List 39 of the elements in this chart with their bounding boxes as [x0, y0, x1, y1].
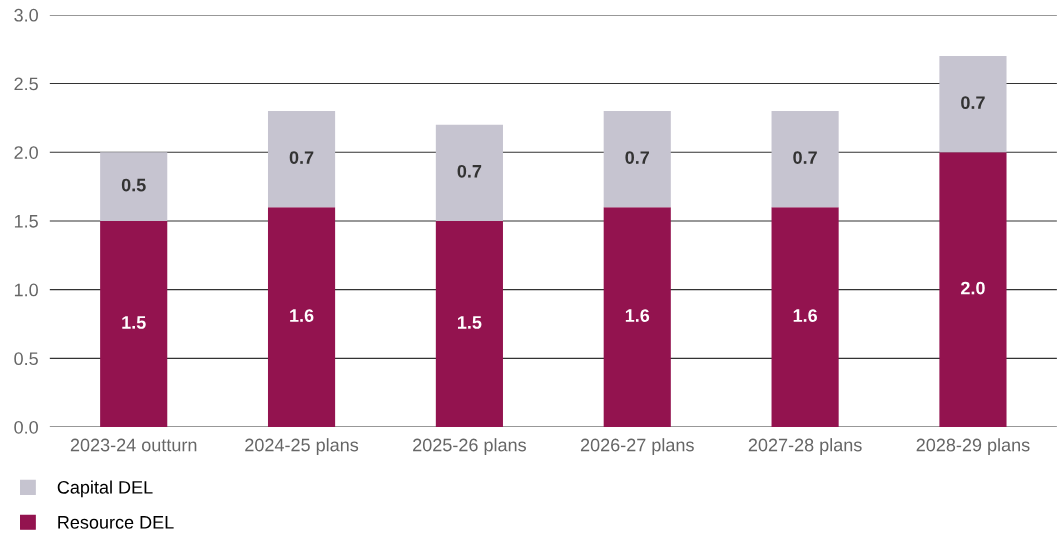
bar — [771, 111, 839, 208]
x-tick-label: 2025-26 plans — [413, 438, 526, 455]
bar — [267, 207, 336, 428]
x-tick-label: 2024-25 plans — [245, 438, 359, 455]
bar — [100, 220, 168, 428]
data-label: 0.7 — [793, 151, 817, 164]
legend-label: Capital DEL — [57, 480, 153, 498]
bar — [267, 111, 336, 208]
bar — [771, 207, 839, 428]
data-label: 0.5 — [121, 178, 146, 192]
data-label: 1.6 — [625, 309, 650, 322]
bar — [100, 152, 168, 221]
x-tick-label: 2027-28 plans — [748, 438, 862, 455]
data-label: 1.6 — [793, 309, 817, 322]
bar — [435, 220, 503, 428]
legend-label: Resource DEL — [58, 516, 174, 529]
y-tick-label: 2.0 — [14, 146, 38, 159]
data-label: 0.7 — [457, 164, 482, 178]
data-label: 0.7 — [625, 151, 650, 164]
bar — [939, 56, 1007, 153]
bar — [939, 152, 1007, 428]
y-tick-label: 0.5 — [14, 352, 38, 366]
bar — [435, 124, 503, 221]
y-tick-label: 2.5 — [14, 77, 38, 91]
data-label: 0.7 — [961, 96, 985, 110]
data-label: 1.5 — [122, 316, 146, 329]
data-label: 1.5 — [457, 316, 482, 329]
y-tick-label: 0.0 — [14, 420, 38, 434]
bar — [603, 207, 671, 428]
x-tick-label: 2028-29 plans — [916, 438, 1030, 455]
y-tick-label: 1.5 — [14, 215, 38, 228]
data-label: 0.7 — [289, 151, 314, 164]
y-tick-label: 3.0 — [14, 8, 38, 22]
data-label: 2.0 — [961, 281, 985, 295]
data-label: 1.6 — [290, 309, 314, 322]
y-tick-label: 1.0 — [14, 283, 38, 297]
x-tick-label: 2023-24 outturn — [70, 438, 197, 452]
x-tick-label: 2026-27 plans — [580, 438, 694, 455]
bar — [603, 111, 671, 208]
